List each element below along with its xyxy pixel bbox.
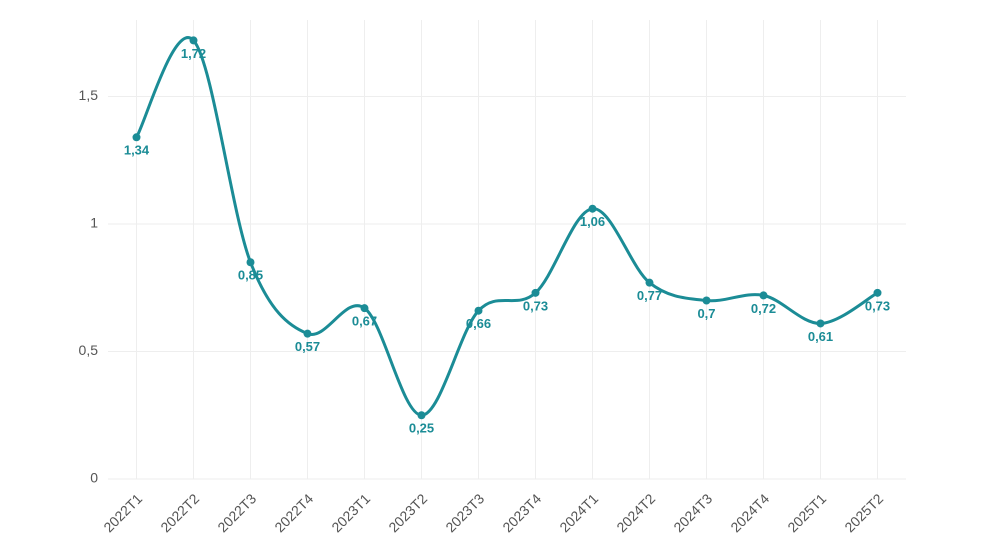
point xyxy=(189,36,198,45)
x-tick-label: 2024T2 xyxy=(613,490,658,535)
value-label: 0,72 xyxy=(751,301,776,316)
value-label: 1,34 xyxy=(124,143,150,158)
x-tick-label: 2024T4 xyxy=(727,490,772,535)
point xyxy=(474,306,483,315)
point xyxy=(132,133,141,142)
y-tick-label: 0 xyxy=(90,470,98,486)
point xyxy=(531,288,540,297)
value-label: 0,25 xyxy=(409,421,434,436)
x-tick-label: 2024T3 xyxy=(670,490,715,535)
point xyxy=(645,278,654,287)
x-tick-label: 2022T1 xyxy=(100,490,145,535)
x-tick-label: 2023T2 xyxy=(385,490,430,535)
value-label: 1,72 xyxy=(181,46,206,61)
value-label: 0,7 xyxy=(697,306,715,321)
value-label: 0,77 xyxy=(637,288,662,303)
point xyxy=(360,304,369,313)
value-label: 0,73 xyxy=(523,298,548,313)
value-label: 0,66 xyxy=(466,316,491,331)
point xyxy=(588,204,597,213)
x-tick-label: 2023T1 xyxy=(328,490,373,535)
x-tick-label: 2023T3 xyxy=(442,490,487,535)
x-tick-label: 2022T3 xyxy=(214,490,259,535)
point xyxy=(417,411,426,420)
x-tick-label: 2025T1 xyxy=(784,490,829,535)
value-label: 0,73 xyxy=(865,298,890,313)
value-label: 0,85 xyxy=(238,268,263,283)
x-tick-label: 2023T4 xyxy=(499,490,544,535)
value-label: 0,67 xyxy=(352,314,377,329)
point xyxy=(816,319,825,328)
value-label: 1,06 xyxy=(580,214,605,229)
x-tick-label: 2025T2 xyxy=(841,490,886,535)
point xyxy=(303,329,312,338)
value-label: 0,57 xyxy=(295,339,320,354)
line xyxy=(135,36,879,417)
y-tick-label: 0,5 xyxy=(79,342,99,358)
y-tick-label: 1 xyxy=(90,215,98,231)
x-tick-label: 2022T2 xyxy=(157,490,202,535)
point xyxy=(759,291,768,300)
point xyxy=(246,258,255,267)
x-tick-label: 2024T1 xyxy=(556,490,601,535)
point xyxy=(702,296,711,305)
y-tick-label: 1,5 xyxy=(79,87,99,103)
point xyxy=(873,288,882,297)
x-tick-label: 2022T4 xyxy=(271,490,316,535)
value-label: 0,61 xyxy=(808,329,833,344)
